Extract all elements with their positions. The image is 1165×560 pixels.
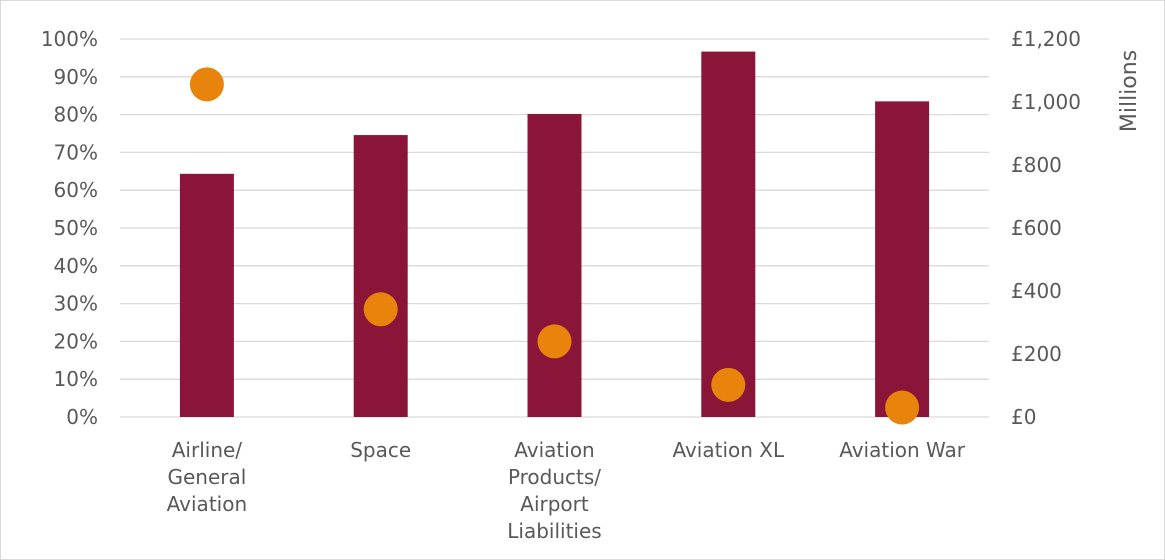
scatter-point — [885, 390, 920, 425]
category-axis-labels: Airline/General Aviation Space Aviation Prod… — [167, 438, 966, 543]
left-tick-label: 20% — [54, 329, 98, 353]
bar — [179, 173, 234, 417]
left-tick-label: 90% — [54, 65, 98, 89]
left-tick-label: 70% — [54, 140, 98, 164]
bar — [353, 135, 408, 417]
right-tick-label: £400 — [1011, 279, 1062, 303]
scatter-point — [711, 367, 746, 402]
left-tick-label: 100% — [41, 27, 98, 51]
left-tick-label: 10% — [54, 367, 98, 391]
left-tick-label: 50% — [54, 216, 98, 240]
scatter-series — [189, 67, 920, 425]
right-axis-title: Millions — [1117, 50, 1142, 132]
category-label: Aviation War — [839, 438, 966, 462]
left-tick-label: 0% — [66, 405, 98, 429]
category-label: Aviation Products/Airport Liabilities — [507, 438, 601, 543]
bar — [701, 51, 756, 417]
category-label: Airline/General Aviation — [167, 438, 247, 516]
right-axis-ticks: £0 £200 £400 £600 £800 £1,000 £1,200 — [1011, 27, 1081, 429]
right-tick-label: £1,000 — [1011, 90, 1081, 114]
bar — [875, 101, 930, 418]
right-tick-label: £800 — [1011, 153, 1062, 177]
right-tick-label: £600 — [1011, 216, 1062, 240]
left-tick-label: 80% — [54, 103, 98, 127]
category-label: Space — [350, 438, 411, 462]
scatter-point — [537, 324, 572, 359]
scatter-point — [189, 67, 224, 102]
left-axis-ticks: 0% 10% 20% 30% 40% 50% 60% 70% 80% 90% 100% — [41, 27, 98, 429]
bar-series — [179, 51, 930, 418]
right-tick-label: £0 — [1011, 405, 1036, 429]
left-tick-label: 40% — [54, 254, 98, 278]
category-label: Aviation XL — [672, 438, 785, 462]
left-tick-label: 30% — [54, 292, 98, 316]
left-tick-label: 60% — [54, 178, 98, 202]
scatter-point — [363, 292, 398, 327]
right-tick-label: £1,200 — [1011, 27, 1081, 51]
bar — [527, 113, 582, 417]
right-tick-label: £200 — [1011, 342, 1062, 366]
